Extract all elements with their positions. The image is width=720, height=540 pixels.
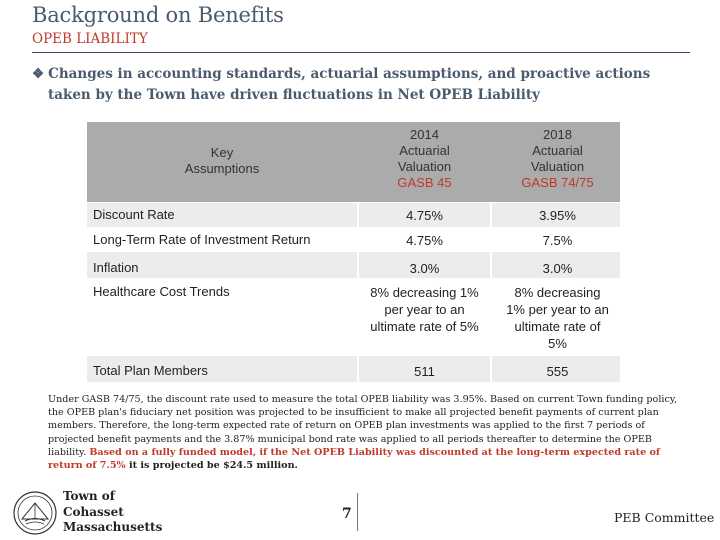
row-band xyxy=(87,203,620,227)
bullet-point: ❖ Changes in accounting standards, actuar… xyxy=(32,64,672,106)
row-label-discount-rate: Discount Rate xyxy=(93,207,175,222)
value-2014-plan-members: 511 xyxy=(414,364,435,379)
header-2018-valuation: 2018 Actuarial Valuation GASB 74/75 xyxy=(495,127,620,191)
value-2018-investment-return: 7.5% xyxy=(542,233,573,248)
committee-label: PEB Committee xyxy=(614,510,715,525)
row-label-total-plan-members: Total Plan Members xyxy=(93,363,208,378)
value-2014-healthcare-trends: 8% decreasing 1% per year to an ultimate… xyxy=(370,285,479,334)
table-header: Key Assumptions 2014 Actuarial Valuation… xyxy=(87,122,620,202)
bullet-line-1: Changes in accounting standards, actuari… xyxy=(48,66,651,82)
row-band xyxy=(87,356,620,382)
value-2014-investment-return: 4.75% xyxy=(406,233,443,248)
row-label-inflation: Inflation xyxy=(93,260,139,275)
header-2014-valuation: 2014 Actuarial Valuation GASB 45 xyxy=(362,127,487,191)
value-2014-inflation: 3.0% xyxy=(409,261,440,276)
section-subtitle: OPEB LIABILITY xyxy=(32,31,148,47)
header-key-assumptions: Key Assumptions xyxy=(184,145,260,176)
page-number: 7 xyxy=(342,506,352,522)
title-divider xyxy=(32,52,690,53)
value-2018-healthcare-trends: 8% decreasing 1% per year to an ultimate… xyxy=(506,285,609,351)
row-label-investment-return: Long-Term Rate of Investment Return xyxy=(93,232,311,247)
gasb-45-label: GASB 45 xyxy=(397,175,452,190)
value-2018-plan-members: 555 xyxy=(546,364,569,379)
town-seal-icon xyxy=(13,491,57,535)
footnote-text: Under GASB 74/75, the discount rate used… xyxy=(48,394,678,472)
value-2018-inflation: 3.0% xyxy=(542,261,573,276)
footer-divider xyxy=(357,493,358,531)
footnote-highlight-tail: it is projected be $24.5 million. xyxy=(125,460,298,472)
diamond-bullet-icon: ❖ xyxy=(32,66,45,82)
town-name: Town of Cohasset Massachusetts xyxy=(63,489,163,534)
footnote-highlight: Based on a fully funded model, if the Ne… xyxy=(48,446,661,472)
row-band xyxy=(87,252,620,278)
row-label-healthcare-trends: Healthcare Cost Trends xyxy=(93,284,230,299)
bullet-line-2: taken by the Town have driven fluctuatio… xyxy=(48,87,540,103)
value-2014-discount-rate: 4.75% xyxy=(406,208,443,223)
value-2018-discount-rate: 3.95% xyxy=(539,208,576,223)
page-title: Background on Benefits xyxy=(32,3,284,27)
gasb-74-75-label: GASB 74/75 xyxy=(521,175,594,190)
